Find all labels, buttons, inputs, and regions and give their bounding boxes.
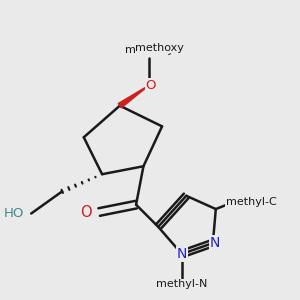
Text: methyl-N: methyl-N bbox=[156, 279, 208, 290]
Text: HO: HO bbox=[3, 207, 24, 220]
Text: methoxy: methoxy bbox=[135, 43, 184, 53]
Polygon shape bbox=[118, 85, 149, 108]
Text: N: N bbox=[177, 247, 187, 261]
Text: O: O bbox=[80, 205, 92, 220]
Text: N: N bbox=[210, 236, 220, 250]
Text: methyl-C: methyl-C bbox=[226, 197, 277, 207]
Text: methoxy: methoxy bbox=[125, 45, 174, 55]
Text: O: O bbox=[146, 79, 156, 92]
